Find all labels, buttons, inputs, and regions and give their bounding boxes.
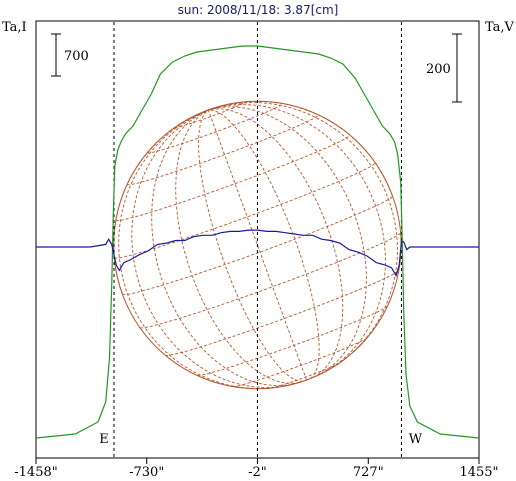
latitude-line [270, 362, 340, 389]
longitude-line [198, 109, 303, 382]
latitude-line [174, 101, 246, 129]
longitude-line [208, 102, 398, 368]
x-tick-label: 727" [353, 465, 384, 480]
chart-title: sun: 2008/11/18: 3.87[cm] [178, 3, 339, 17]
latitude-line [139, 232, 401, 329]
x-tick-label: -1458" [14, 465, 57, 480]
left-axis-label: Ta,I [2, 20, 27, 35]
series-lines [35, 45, 480, 439]
right-scale-bar: 200 [426, 33, 462, 103]
right-axis-label: Ta,V [485, 20, 515, 35]
latitude-line [146, 103, 283, 154]
x-axis-ticks: -1458" -730" -2" 727" 1455" [14, 458, 499, 480]
east-limb-label: E [99, 432, 109, 447]
latitude-line [126, 114, 319, 186]
longitude-line [175, 109, 300, 384]
left-scale-bar: 700 [51, 33, 89, 77]
longitude-line [208, 101, 393, 196]
x-tick-label: -2" [248, 465, 267, 480]
longitude-line [208, 106, 367, 377]
west-limb-label: W [409, 432, 423, 447]
ta-i-line [35, 45, 480, 439]
longitude-line [118, 109, 279, 390]
left-scale-bar-label: 700 [64, 49, 89, 64]
longitude-line [208, 103, 230, 111]
longitude-line [188, 109, 209, 120]
longitude-line [208, 109, 320, 379]
ta-v-line [36, 229, 479, 278]
latitude-line [165, 269, 400, 356]
longitude-line [208, 108, 344, 378]
longitude-line [208, 108, 211, 111]
longitude-line [151, 109, 297, 387]
x-tick-label: -730" [129, 465, 164, 480]
limb-guide-lines [113, 22, 402, 457]
right-scale-bar-label: 200 [426, 62, 451, 77]
x-tick-label: 1455" [459, 465, 498, 480]
